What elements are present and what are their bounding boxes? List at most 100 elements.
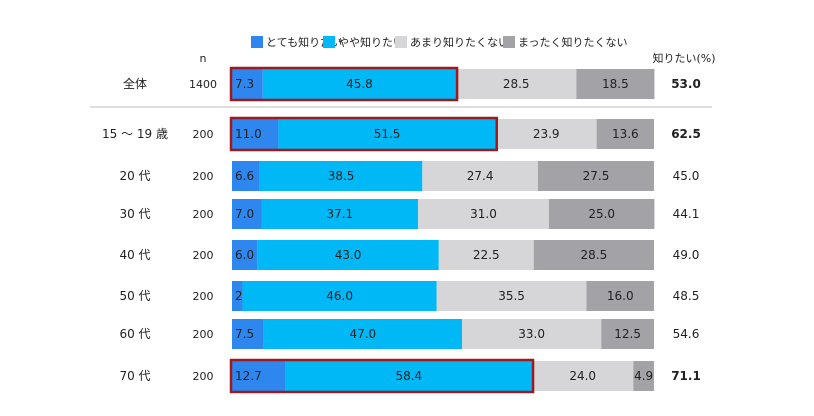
value-label: 31.0 (470, 207, 497, 221)
bar-segment (232, 281, 243, 311)
value-label: 47.0 (349, 327, 376, 341)
bar-segment (418, 199, 549, 229)
chart-row: 30 代 200 7.0 37.1 31.0 25.0 44.1 (119, 199, 699, 229)
bar-segment (261, 199, 419, 229)
bar-segment (436, 281, 587, 311)
bar-segment (232, 319, 264, 349)
bar-segment (633, 361, 654, 391)
value-label: 7.0 (235, 207, 254, 221)
bar-segment (438, 240, 534, 270)
bar-segment (576, 69, 655, 99)
highlight-box (229, 116, 498, 152)
chart-row: 40 代 200 6.0 43.0 22.5 28.5 49.0 (119, 240, 699, 270)
bar-segment (532, 361, 634, 391)
bar-segment (232, 240, 258, 270)
n-value: 200 (193, 328, 214, 341)
value-label: 51.5 (374, 127, 401, 141)
bar-segment (495, 119, 597, 149)
n-value: 200 (193, 208, 214, 221)
bar-segment (456, 69, 577, 99)
n-value: 1400 (189, 78, 217, 91)
category-label: 20 代 (119, 169, 150, 183)
n-value: 200 (193, 290, 214, 303)
value-label: 18.5 (602, 77, 629, 91)
category-label: 70 代 (119, 369, 150, 383)
value-label: 11.0 (235, 127, 262, 141)
value-label: 27.4 (467, 169, 494, 183)
value-label: 4.9 (634, 369, 653, 383)
bar-segment (232, 119, 279, 149)
chart-rows: 全体 1400 7.3 45.8 28.5 18.5 53.0 15 ～ 19 歳 200 11.… (102, 66, 701, 394)
legend-swatch (323, 36, 335, 48)
bar-segment (259, 161, 423, 191)
pct-value: 71.1 (671, 369, 701, 383)
value-label: 12.5 (614, 327, 641, 341)
highlight-box (229, 66, 459, 102)
value-label: 6.6 (235, 169, 254, 183)
n-value: 200 (193, 249, 214, 262)
legend-swatch (251, 36, 263, 48)
value-label: 22.5 (473, 248, 500, 262)
value-label: 27.5 (583, 169, 610, 183)
value-label: 7.5 (235, 327, 254, 341)
highlight-box (229, 358, 535, 394)
bar-segment (586, 281, 654, 311)
legend-label: やや知りたい (338, 35, 404, 49)
pct-column-header: 知りたい(%) (652, 51, 715, 65)
bar-segment (262, 69, 457, 99)
n-value: 200 (193, 128, 214, 141)
legend-swatch (395, 36, 407, 48)
n-value: 200 (193, 370, 214, 383)
bar-segment (285, 361, 533, 391)
bar-segment (232, 199, 262, 229)
chart-row: 全体 1400 7.3 45.8 28.5 18.5 53.0 (123, 66, 701, 102)
bar-segment (242, 281, 437, 311)
category-label: 60 代 (119, 327, 150, 341)
chart-row: 15 ～ 19 歳 200 11.0 51.5 23.9 13.6 62.5 (102, 116, 701, 152)
value-label: 33.0 (518, 327, 545, 341)
bar-segment (601, 319, 654, 349)
bar-segment (461, 319, 602, 349)
value-label: 25.0 (588, 207, 615, 221)
chart-row: 60 代 200 7.5 47.0 33.0 12.5 54.6 (119, 319, 699, 349)
value-label: 46.0 (326, 289, 353, 303)
value-label: 7.3 (235, 77, 254, 91)
bar-segment (548, 199, 655, 229)
pct-value: 49.0 (673, 248, 700, 262)
value-label: 28.5 (581, 248, 608, 262)
category-label: 30 代 (119, 207, 150, 221)
value-label: 35.5 (498, 289, 525, 303)
value-label: 12.7 (235, 369, 262, 383)
legend-label: まったく知りたくない (518, 35, 628, 49)
bar-segment (232, 161, 260, 191)
bar-segment (422, 161, 538, 191)
value-label: 43.0 (335, 248, 362, 262)
category-label: 50 代 (119, 289, 150, 303)
value-label: 23.9 (533, 127, 560, 141)
category-label: 40 代 (119, 248, 150, 262)
bar-segment (232, 361, 286, 391)
value-label: 37.1 (326, 207, 353, 221)
bar-segment (533, 240, 654, 270)
pct-value: 48.5 (673, 289, 700, 303)
pct-value: 53.0 (671, 77, 701, 91)
bar-segment (263, 319, 462, 349)
chart-row: 50 代2002.546.035.516.048.5 (119, 281, 699, 311)
bar-segment (596, 119, 654, 149)
bar-segment (257, 240, 439, 270)
pct-value: 54.6 (673, 327, 700, 341)
value-label: 6.0 (235, 248, 254, 262)
bar-segment (537, 161, 654, 191)
n-column-header: n (200, 52, 207, 65)
category-label: 15 ～ 19 歳 (102, 127, 168, 141)
pct-value: 62.5 (671, 127, 701, 141)
value-label: 28.5 (503, 77, 530, 91)
chart-row: 70 代 200 12.7 58.4 24.0 4.9 71.1 (119, 358, 701, 394)
legend-label: あまり知りたくない (410, 35, 509, 49)
bar-segment (232, 69, 263, 99)
value-label: 45.8 (346, 77, 373, 91)
bar-segment (278, 119, 496, 149)
n-value: 200 (193, 170, 214, 183)
